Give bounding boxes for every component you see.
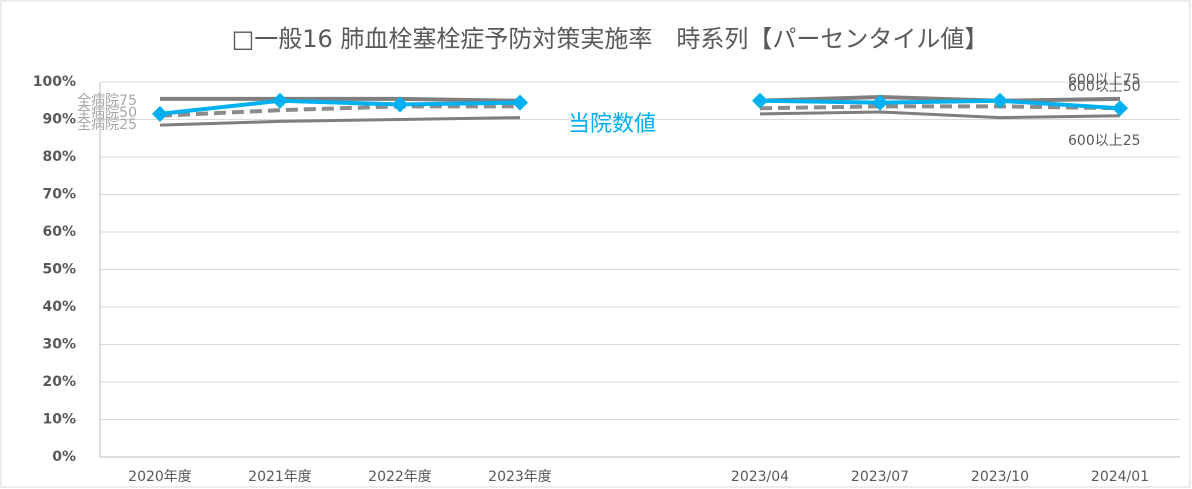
series-line <box>759 94 1121 103</box>
series-label: 全病院75 <box>77 92 137 109</box>
marker <box>152 105 168 122</box>
y-tick-label: 70% <box>42 187 76 203</box>
y-tick-label: 40% <box>42 299 76 315</box>
series-line <box>759 110 1121 120</box>
marker <box>272 92 288 109</box>
x-tick-label: 2020年度 <box>128 469 192 485</box>
x-tick-label: 2023/04 <box>731 469 789 485</box>
series-line <box>759 104 1121 111</box>
marker <box>992 92 1008 109</box>
marker <box>392 96 408 113</box>
marker <box>512 94 528 111</box>
series-label: 600以上50 <box>1068 79 1141 95</box>
marker <box>752 92 768 109</box>
y-tick-label: 100% <box>33 74 76 90</box>
x-tick-label: 2023年度 <box>488 469 552 485</box>
y-tick-label: 80% <box>42 149 76 165</box>
series-label: 600以上25 <box>1068 133 1141 149</box>
y-tick-label: 10% <box>42 412 76 428</box>
x-tick-label: 2024/01 <box>1091 469 1149 485</box>
y-tick-label: 90% <box>42 112 76 128</box>
series-label: 全病院25 <box>77 116 137 133</box>
marker <box>872 94 888 111</box>
x-tick-label: 2021年度 <box>248 469 312 485</box>
x-tick-label: 2023/10 <box>971 469 1029 485</box>
series-line <box>159 98 1121 116</box>
y-tick-label: 60% <box>42 224 76 240</box>
chart-title: □一般16 肺血栓塞栓症予防対策実施率 時系列【パーセンタイル値】 <box>231 25 989 53</box>
x-tick-label: 2022年度 <box>368 469 432 485</box>
y-tick-label: 20% <box>42 374 76 390</box>
series-label: 全病院50 <box>77 104 137 121</box>
series-line <box>159 104 520 118</box>
title-box: □一般16 肺血栓塞栓症予防対策実施率 時系列【パーセンタイル値】 <box>231 25 989 53</box>
series-label: 当院数値 <box>568 112 656 137</box>
y-tick-label: 50% <box>42 262 76 278</box>
series-line <box>160 96 521 103</box>
series-label: 600以上75 <box>1068 72 1141 88</box>
x-tick-label: 2023/07 <box>851 469 909 485</box>
y-tick-label: 30% <box>42 337 76 353</box>
marker <box>1112 100 1128 117</box>
y-tick-label: 0% <box>52 449 76 465</box>
series-line <box>159 116 521 127</box>
